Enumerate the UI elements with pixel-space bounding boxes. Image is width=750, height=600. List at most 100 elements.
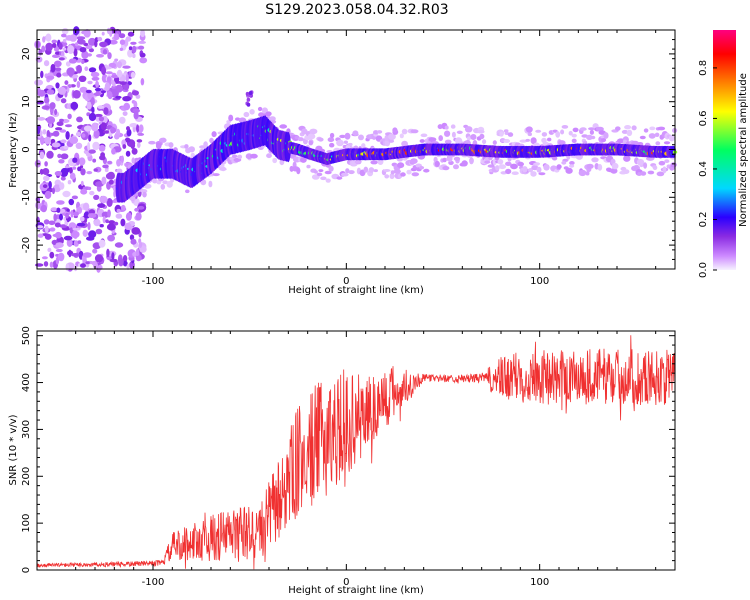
spectrogram-halo-cell (140, 189, 148, 194)
spectrogram-halo-cell (212, 173, 220, 177)
spectrogram-noise-cell (80, 180, 84, 186)
spectrogram-noise-cell (48, 181, 52, 189)
spectrogram-noise-cell (135, 94, 141, 99)
spectrogram-halo-cell (155, 142, 162, 150)
spectrogram-noise-cell (137, 142, 141, 149)
spectrogram-noise-cell (64, 80, 69, 85)
spectrogram-noise-cell (128, 46, 133, 51)
spectrogram-halo-cell (249, 109, 255, 115)
spectrogram-halo-cell (643, 162, 648, 169)
spectrogram-noise-cell (77, 240, 82, 245)
spectrogram-noise-cell (65, 131, 70, 140)
spectrogram-noise-cell (104, 82, 110, 91)
spectrogram-halo-cell (505, 161, 512, 166)
spectrogram-halo-cell (159, 137, 167, 143)
spectrogram-noise-cell (44, 233, 52, 240)
spectrogram-noise-cell (55, 127, 63, 131)
colorbar-tick-label: 0.8 (698, 60, 709, 76)
spectrogram-noise-cell (246, 97, 251, 102)
spectrogram-noise-cell (122, 111, 128, 116)
spectrogram-noise-cell (62, 47, 67, 51)
spectrogram-noise-cell (42, 129, 47, 135)
spectrogram-noise-cell (68, 58, 77, 64)
spectrogram-halo-cell (560, 129, 565, 135)
spectrogram-halo-cell (258, 112, 265, 118)
spectrogram-noise-cell (40, 204, 47, 213)
spectrogram-halo-cell (517, 161, 524, 167)
spectrogram-halo-cell (556, 164, 562, 170)
spectrogram-halo-cell (344, 132, 351, 140)
spectrogram-noise-cell (114, 58, 119, 62)
spectrogram-halo-cell (611, 162, 619, 170)
spectrogram-noise-cell (59, 182, 65, 190)
spectrogram-noise-cell (138, 124, 144, 133)
spectrogram-halo-cell (525, 126, 533, 133)
spectrogram-noise-cell (41, 256, 48, 260)
spectrogram-halo-cell (469, 157, 474, 164)
spectrogram-noise-cell (104, 66, 112, 70)
spectrogram-halo-cell (464, 126, 473, 133)
spectrogram-noise-cell (46, 129, 51, 139)
spectrogram-noise-cell (73, 240, 79, 247)
spectrogram-halo-cell (188, 146, 195, 153)
spectrogram-noise-cell (138, 241, 143, 248)
spectrogram-halo-cell (341, 172, 349, 177)
spectrogram-halo-cell (503, 129, 509, 133)
spectrogram-halo-cell (368, 167, 375, 173)
spectrogram-halo-cell (477, 129, 485, 134)
spectrogram-noise-cell (86, 171, 93, 175)
spectrogram-noise-cell (75, 42, 79, 47)
spectrogram-noise-cell (130, 238, 137, 245)
spectrogram-xlabel: Height of straight line (km) (288, 285, 424, 296)
spectrogram-halo-cell (505, 168, 512, 175)
spectrogram-halo-cell (320, 176, 327, 181)
spectrogram-noise-cell (42, 184, 48, 189)
spectrogram-noise-cell (131, 157, 135, 164)
x-tick-label: 100 (530, 276, 549, 287)
spectrogram-noise-cell (42, 36, 46, 43)
spectrogram-noise-cell (57, 153, 62, 159)
spectrogram-halo-cell (383, 169, 391, 172)
spectrogram-halo-cell (329, 142, 335, 148)
spectrogram-noise-cell (111, 148, 116, 155)
spectrogram-halo-cell (384, 174, 390, 179)
spectrogram-noise-cell (109, 258, 118, 263)
spectrogram-noise-cell (91, 122, 99, 132)
spectrogram-halo-cell (498, 164, 507, 170)
spectrogram-noise-cell (51, 43, 57, 48)
spectrogram-noise-cell (122, 65, 131, 69)
spectrogram-noise-cell (92, 141, 100, 151)
spectrogram-halo-cell (388, 139, 395, 143)
spectrogram-halo-cell (389, 173, 395, 180)
spectrogram-halo-cell (658, 160, 666, 166)
spectrogram-halo-cell (143, 183, 152, 189)
spectrogram-halo-cell (467, 136, 471, 140)
spectrogram-noise-cell (41, 105, 50, 110)
spectrogram-noise-cell (92, 262, 99, 269)
spectrogram-noise-cell (83, 29, 91, 38)
spectrogram-noise-cell (69, 167, 73, 174)
spectrogram-noise-cell (76, 36, 86, 40)
spectrogram-halo-cell (257, 106, 263, 112)
spectrogram-noise-cell (46, 116, 56, 124)
spectrogram-noise-cell (102, 216, 106, 224)
spectrogram-noise-cell (49, 102, 56, 110)
spectrogram-halo-cell (336, 139, 344, 147)
spectrogram-noise-cell (86, 101, 92, 110)
spectrogram-noise-cell (122, 144, 127, 149)
spectrogram-noise-cell (62, 38, 67, 43)
spectrogram-noise-cell (73, 211, 79, 217)
spectrogram-halo-cell (484, 160, 491, 164)
spectrogram-noise-cell (97, 36, 103, 42)
spectrogram-noise-cell (76, 116, 83, 123)
spectrogram-noise-cell (137, 205, 145, 210)
spectrogram-halo-cell (663, 141, 671, 145)
spectrogram-halo-cell (640, 171, 647, 176)
spectrogram-noise-cell (135, 254, 142, 262)
spectrogram-halo-cell (401, 128, 408, 135)
spectrogram-halo-cell (568, 130, 573, 136)
spectrogram-noise-cell (132, 45, 137, 54)
spectrogram-noise-cell (44, 225, 49, 233)
spectrogram-noise-cell (115, 84, 123, 93)
spectrogram-noise-cell (110, 127, 117, 134)
